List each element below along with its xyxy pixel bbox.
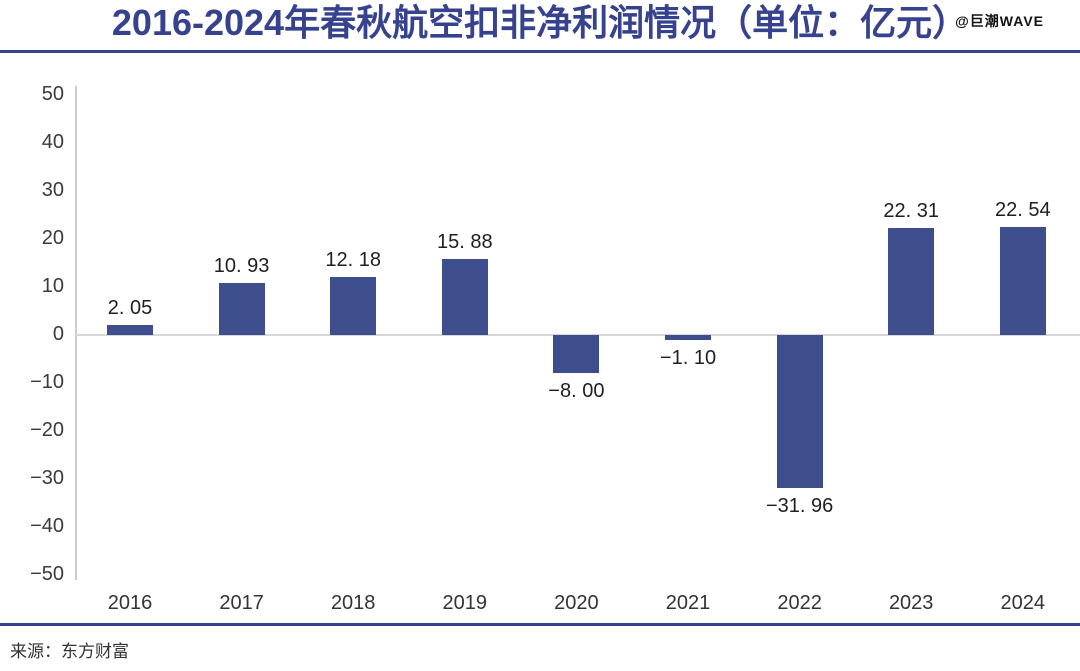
bar-value-label: 2. 05 [107,297,153,320]
x-axis-label: 2023 [888,592,934,614]
y-axis-label: −40 [30,515,64,537]
bar [441,258,488,335]
bar [330,276,377,335]
bar [665,335,711,341]
y-axis-label: 0 [52,323,64,345]
chart-title: 2016-2024年春秋航空扣非净利润情况（单位：亿元） [111,2,969,43]
x-axis-label: 2019 [442,592,488,614]
bar-value-label: −1. 10 [659,347,717,370]
y-axis-label: 10 [41,275,64,297]
y-axis-label: 20 [41,227,64,249]
x-axis-label: 2024 [1000,592,1046,614]
bar-value-label: −31. 96 [765,495,834,518]
bar [107,325,153,335]
x-axis-label: 2020 [554,592,599,614]
bar-value-label: 22. 31 [883,199,939,222]
bar [776,335,823,489]
bar [218,282,265,335]
bottom-divider-line [0,623,1080,626]
bar [999,226,1046,335]
bar-value-label: 22. 54 [994,198,1051,221]
bar [888,227,935,335]
bar-value-label: 15. 88 [436,230,493,253]
x-axis-label: 2018 [330,592,376,614]
watermark-logo: @巨潮WAVE [955,13,1044,29]
x-axis-label: 2022 [777,592,822,614]
x-axis-label: 2017 [219,592,264,614]
y-axis-line [75,86,77,580]
bar [553,335,600,374]
x-axis-label: 2016 [107,592,153,614]
y-axis-label: 50 [41,83,64,105]
title-divider-line [0,50,1080,53]
y-axis-label: −50 [30,563,64,585]
bar-value-label: 10. 93 [213,254,270,277]
y-axis-label: 40 [41,131,64,153]
source-label: 来源：东方财富 [10,642,129,661]
y-axis-label: −10 [30,371,64,393]
bar-value-label: 12. 18 [325,248,381,271]
y-axis-label: −30 [30,467,64,489]
bar-value-label: −8. 00 [548,380,605,403]
x-axis-label: 2021 [665,592,711,614]
y-axis-label: −20 [30,419,64,441]
y-axis-label: 30 [41,179,64,201]
